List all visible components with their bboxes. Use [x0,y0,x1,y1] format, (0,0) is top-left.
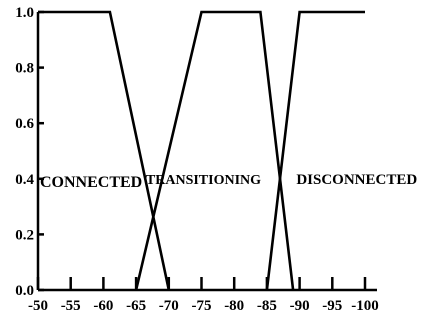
y-tick-label: 0.2 [15,227,34,243]
x-tick-label: -65 [126,298,146,314]
y-tick-label: 0.4 [15,172,34,188]
series-line-transitioning [134,10,295,291]
annotation-disconnected: DISCONNECTED [296,172,417,188]
y-tick-label: 0.8 [15,61,34,77]
x-tick-label: -80 [224,298,244,314]
x-tick-label: -50 [28,298,48,314]
y-tick-label: 0.6 [15,116,34,132]
x-tick-label: -60 [93,298,113,314]
x-tick-label: -75 [192,298,212,314]
y-tick-label: 1.0 [15,5,34,21]
x-tick-label: -55 [61,298,81,314]
x-tick-label: -70 [159,298,179,314]
x-tick-label: -90 [290,298,310,314]
annotation-transitioning: TRANSITIONING [146,173,261,188]
x-tick-label: -85 [257,298,277,314]
annotation-connected: CONNECTED [40,174,142,191]
x-tick-label: -95 [322,298,342,314]
y-tick-label: 0.0 [15,283,34,299]
series-line-disconnected [265,10,365,291]
x-tick-label: -100 [351,298,379,314]
series-line-connected [38,10,171,291]
